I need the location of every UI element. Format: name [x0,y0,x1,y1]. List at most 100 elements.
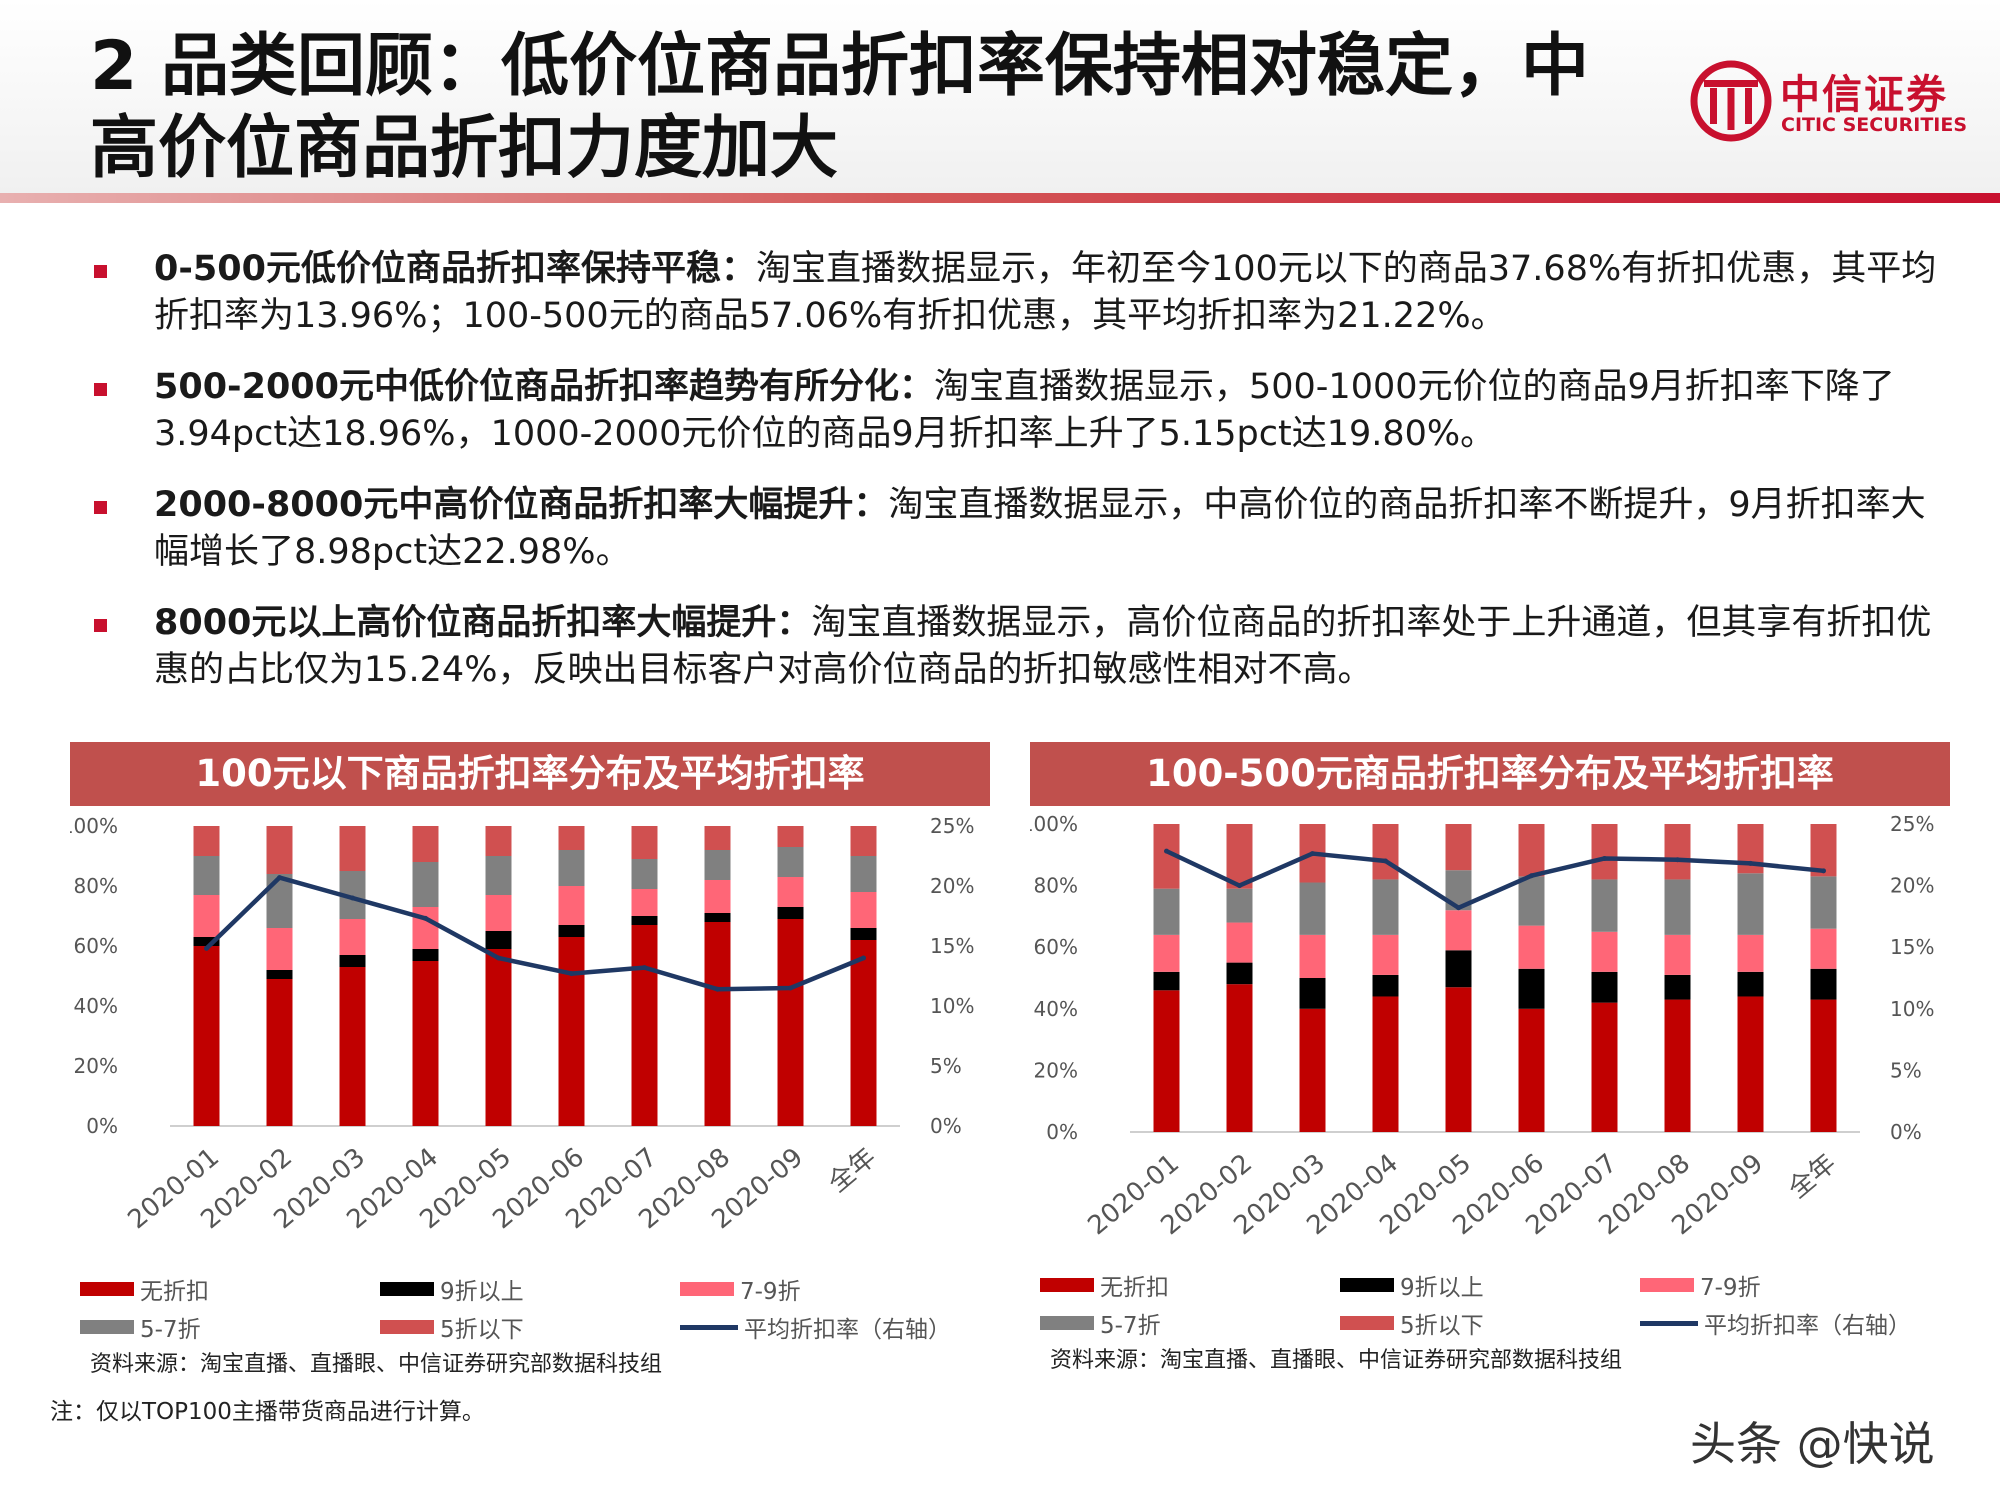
logo-en-name: CITIC SECURITIES [1781,114,1968,136]
legend-item-no-discount: 无折扣 [80,1272,209,1306]
bar-segment [1810,876,1837,929]
chart-under-100: 0%20%40%60%80%100%0%5%10%15%20%25%2020-0… [70,814,974,1235]
y-tick-label: 40% [74,994,118,1018]
bar-segment [631,916,658,925]
bar-segment [1664,934,1691,975]
bar-segment [1299,978,1326,1009]
bar-segment [266,970,293,979]
legend-label: 无折扣 [1100,1275,1169,1301]
bar-segment [266,826,293,874]
bar-segment [1226,984,1253,1132]
bar-segment [704,913,731,922]
bullet-list: 0-500元低价位商品折扣率保持平稳：淘宝直播数据显示，年初至今100元以下的商… [90,246,1950,718]
y-tick-label: 0% [86,1114,118,1138]
bar-segment [1226,962,1253,985]
avg-discount-point [1310,851,1315,857]
bar-segment [850,940,877,1126]
legend-label: 平均折扣率（右轴） [1704,1313,1911,1339]
bullet-item: 500-2000元中低价位商品折扣率趋势有所分化：淘宝直播数据显示，500-10… [90,364,1950,458]
bar-segment [1810,824,1837,877]
y2-tick-label: 5% [1890,1058,1922,1082]
bar-segment [1372,879,1399,935]
bar-segment [1664,974,1691,1000]
bar-segment [1737,996,1764,1132]
y2-tick-label: 25% [930,814,974,838]
legend-item-avg-line: 平均折扣率（右轴） [1640,1306,1911,1340]
bar-segment [1664,824,1691,880]
legend-swatch [1040,1316,1094,1330]
y2-tick-label: 5% [930,1054,962,1078]
bar-segment [339,967,366,1126]
bar-segment [777,826,804,847]
bar-segment [1518,968,1545,1009]
bar-segment [485,895,512,931]
bullet-lead: 0-500元低价位商品折扣率保持平稳： [154,249,756,289]
bar-segment [631,925,658,1126]
bar-segment [1372,934,1399,975]
bar-segment [1591,971,1618,1003]
avg-discount-point [1456,905,1461,911]
header [0,0,2000,196]
bar-segment [1518,1008,1545,1132]
bar-segment [412,862,439,907]
legend-item-50-70: 5-7折 [1040,1306,1161,1340]
bar-segment [1664,999,1691,1132]
header-divider [0,193,2000,203]
bar-segment [704,826,731,850]
avg-discount-point [861,955,866,961]
y-tick-label: 100% [70,814,118,838]
x-tick-label: 全年 [823,1142,882,1198]
bar-segment [1810,999,1837,1132]
y2-tick-label: 25% [1890,812,1934,836]
avg-discount-point [496,955,501,961]
legend-item-70-90: 7-9折 [1640,1268,1761,1302]
bar-segment [558,925,585,937]
bar-segment [631,859,658,889]
bullet-item: 8000元以上高价位商品折扣率大幅提升：淘宝直播数据显示，高价位商品的折扣率处于… [90,600,1950,694]
legend-item-no-discount: 无折扣 [1040,1268,1169,1302]
avg-discount-point [1821,868,1826,874]
bar-segment [485,826,512,856]
bar-segment [1664,879,1691,935]
bar-segment [1591,879,1618,932]
bar-segment [1226,824,1253,889]
avg-discount-point [350,895,355,901]
legend-label: 无折扣 [140,1279,209,1305]
legend-swatch [680,1282,734,1296]
bar-segment [1591,931,1618,972]
legend-label: 5-7折 [1100,1313,1161,1339]
bullet-item: 2000-8000元中高价位商品折扣率大幅提升：淘宝直播数据显示，中高价位的商品… [90,482,1950,576]
bar-segment [1737,971,1764,997]
avg-discount-point [569,971,574,977]
citic-logo-icon [1690,60,1772,142]
bar-segment [1445,910,1472,951]
bar-segment [1810,928,1837,969]
bar-segment [850,826,877,856]
avg-discount-point [1529,873,1534,879]
bullet-square-icon [94,383,107,396]
y-tick-label: 0% [1046,1120,1078,1144]
chart-panel-100-500: 100-500元商品折扣率分布及平均折扣率 0% 20% 40% 60% 80% 100%… [1030,742,1950,1382]
legend-swatch [1040,1278,1094,1292]
bar-segment [485,949,512,1126]
bar-segment [1299,882,1326,935]
bar-segment [1372,996,1399,1132]
bar-segment [631,889,658,916]
bar-segment [412,949,439,961]
chart-legend: 无折扣 9折以上 7-9折 5-7折 5折以下 平均折扣率（右轴） [1040,1268,1940,1344]
legend-item-above-90: 9折以上 [1340,1268,1484,1302]
bullet-square-icon [94,619,107,632]
bar-segment [193,856,220,895]
y-tick-label: 100% [1030,812,1078,836]
y-tick-label: 80% [1034,874,1078,898]
avg-discount-point [423,915,428,921]
bar-segment [558,886,585,925]
avg-discount-point [1748,860,1753,866]
bar-segment [1737,934,1764,972]
citic-logo: 中信证券 CITIC SECURITIES [1690,58,1970,148]
y-tick-label: 20% [74,1054,118,1078]
y2-tick-label: 20% [1890,874,1934,898]
legend-swatch [380,1282,434,1296]
bar-segment [1226,922,1253,963]
y2-tick-label: 15% [1890,935,1934,959]
